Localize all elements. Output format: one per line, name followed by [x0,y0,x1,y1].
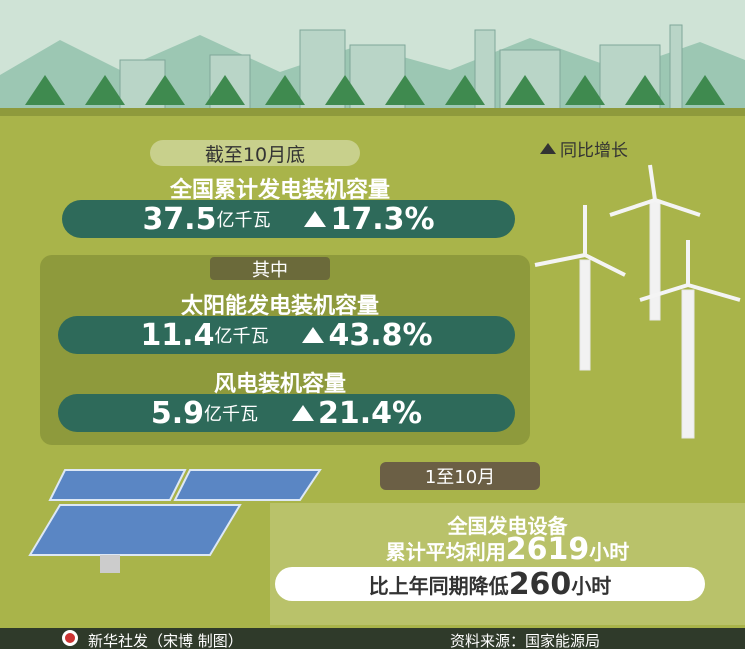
period-pill: 截至10月底 [150,140,360,166]
legend: 同比增长 [540,136,628,161]
footer-source: 资料来源：国家能源局 [450,630,600,649]
hours-line2-unit: 小时 [589,540,629,564]
hours-period: 1至10月 [425,463,495,489]
period: 截至10月底 [205,140,305,167]
item-growth: 43.8% [328,318,432,353]
item-value: 5.9 [151,396,204,431]
growth-icon [302,327,324,343]
footer-credit: 新华社发（宋博 制图） [88,630,243,649]
infographic: 截至10月底 同比增长 全国累计发电装机容量 37.5亿千瓦17.3% 其中 太… [0,0,745,649]
total-growth: 17.3% [330,202,434,237]
hours-line3-unit: 小时 [571,570,611,599]
item-value: 11.4 [140,318,214,353]
breakdown-title-pill: 其中 [210,257,330,280]
hours-period-pill: 1至10月 [380,462,540,490]
total-unit: 亿千瓦 [216,206,270,232]
item-unit: 亿千瓦 [214,322,268,348]
growth-icon [292,405,314,421]
item-growth: 21.4% [318,396,422,431]
item-unit: 亿千瓦 [204,400,258,426]
hours-line3-value: 260 [509,567,572,602]
legend-icon [540,143,556,154]
breakdown-title: 其中 [252,256,288,282]
hours-line3-prefix: 比上年同期降低 [369,570,509,599]
hours-line2-value: 2619 [506,532,590,567]
growth-icon [304,211,326,227]
hours-line2: 累计平均利用2619小时 [270,532,745,567]
total-value: 37.5 [142,202,216,237]
hours-line2-prefix: 累计平均利用 [386,540,506,564]
legend-text: 同比增长 [560,136,628,161]
